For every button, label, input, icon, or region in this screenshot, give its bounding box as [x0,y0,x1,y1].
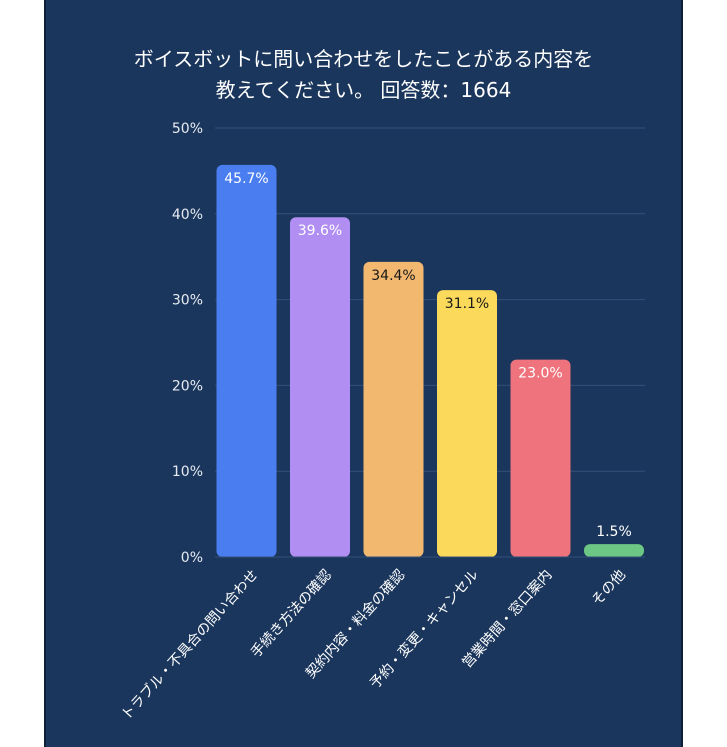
bar [510,359,571,557]
data-label: 34.4% [371,268,415,284]
x-category-label: その他 [589,567,629,609]
data-label: 1.5% [596,524,632,540]
bar [216,164,277,558]
bar [584,544,644,557]
y-tick-label: 30% [172,293,203,309]
data-label: 45.7% [224,171,268,187]
bar [437,290,497,557]
bar [290,217,350,557]
y-tick-label: 10% [172,464,203,480]
data-label: 23.0% [518,366,562,382]
y-tick-label: 20% [172,378,203,394]
chart-title-line-2: 教えてください。 回答数：1664 [215,78,512,102]
x-category-label: 手続き方法の確認 [247,566,335,661]
data-label: 31.1% [445,296,489,312]
chart-title-line-1: ボイスボットに問い合わせをしたことがある内容を [133,47,594,71]
bar [363,261,424,557]
y-tick-label: 50% [172,121,203,137]
data-label: 39.6% [298,223,342,239]
y-tick-label: 40% [172,207,203,223]
chart-title: ボイスボットに問い合わせをしたことがある内容を 教えてください。 回答数：166… [44,44,683,106]
y-tick-label: 0% [181,550,203,566]
x-category-label: トラブル・不具合の問い合わせ [118,566,262,723]
